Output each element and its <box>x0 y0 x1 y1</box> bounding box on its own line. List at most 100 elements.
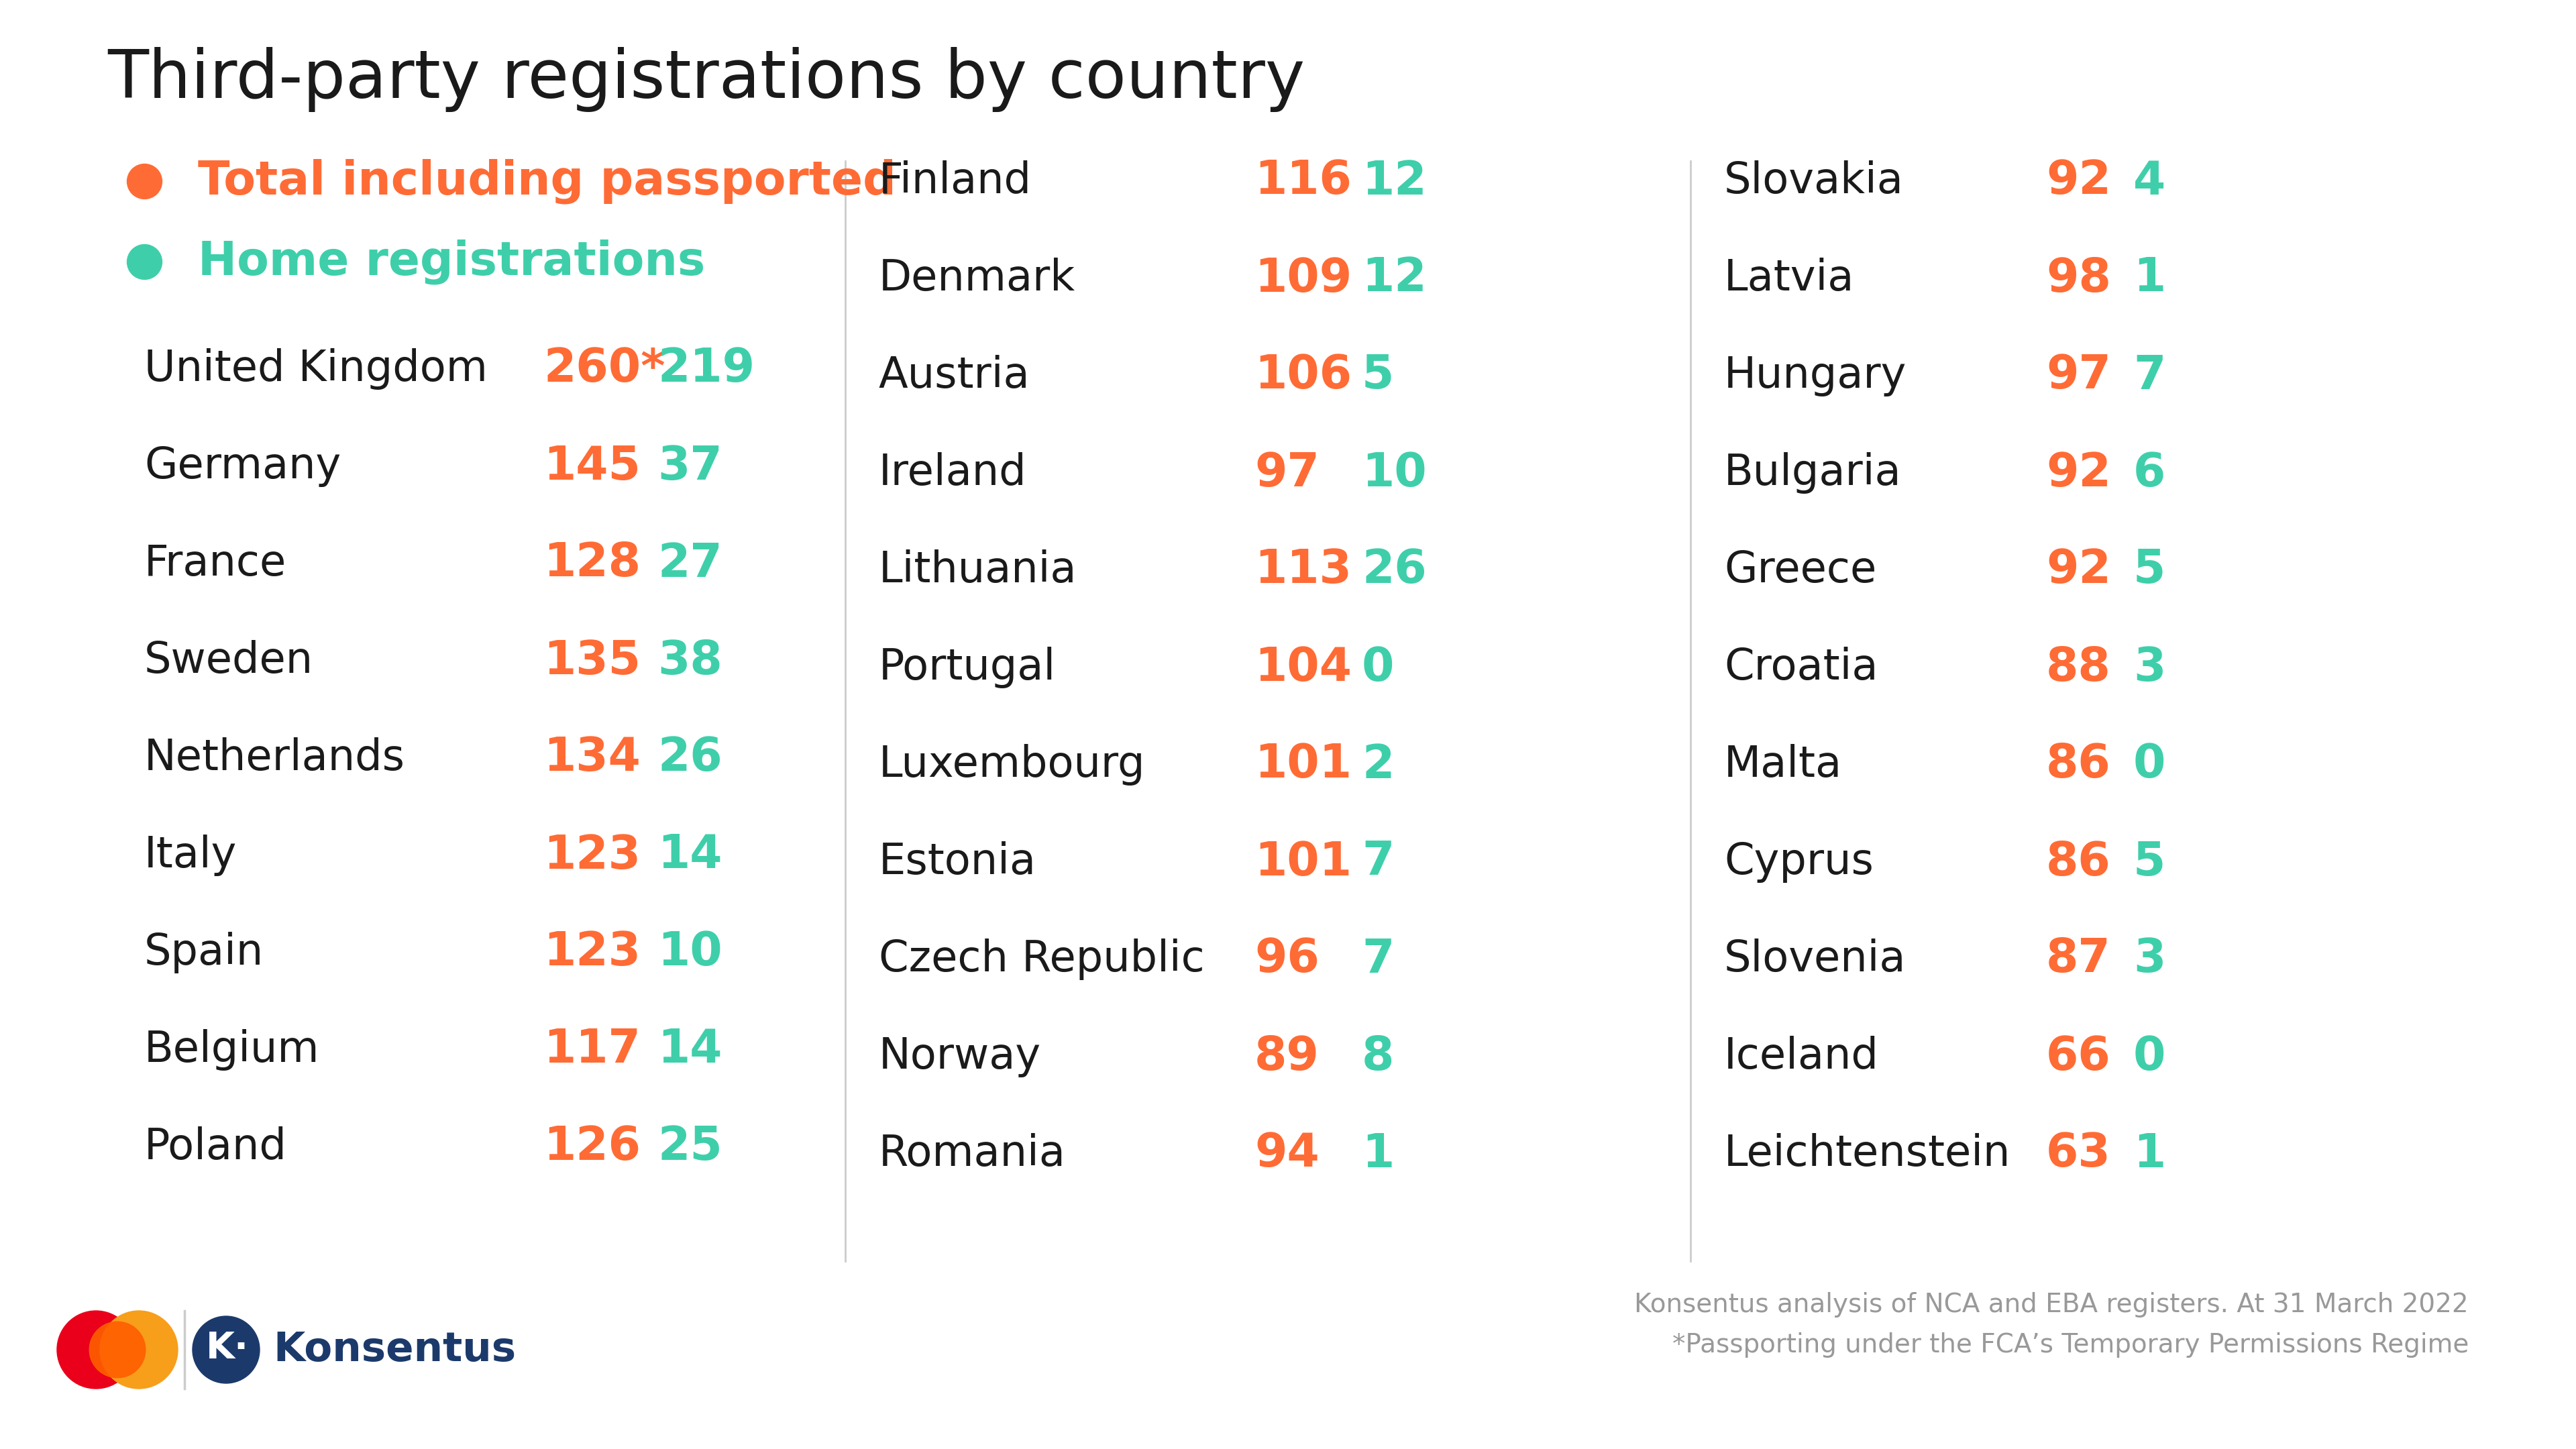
Text: Estonia: Estonia <box>878 842 1036 882</box>
Text: 116: 116 <box>1255 158 1352 204</box>
Text: Czech Republic: Czech Republic <box>878 939 1206 980</box>
Text: 5: 5 <box>2133 839 2166 884</box>
Text: 10: 10 <box>1363 451 1427 496</box>
Text: 63: 63 <box>2045 1132 2110 1177</box>
Text: 37: 37 <box>657 443 721 488</box>
Text: 134: 134 <box>544 736 641 781</box>
Text: Italy: Italy <box>144 835 237 877</box>
Text: 123: 123 <box>544 930 641 975</box>
Text: Belgium: Belgium <box>144 1029 319 1071</box>
Text: Spain: Spain <box>144 932 263 974</box>
Circle shape <box>193 1316 260 1384</box>
Text: 26: 26 <box>657 736 721 781</box>
Text: 27: 27 <box>657 540 721 585</box>
Text: Netherlands: Netherlands <box>144 738 404 780</box>
Text: 97: 97 <box>2045 354 2110 398</box>
Text: 106: 106 <box>1255 354 1352 398</box>
Text: 219: 219 <box>657 346 755 391</box>
Text: 66: 66 <box>2045 1035 2110 1080</box>
Text: 1: 1 <box>1363 1132 1394 1177</box>
Text: Norway: Norway <box>878 1036 1041 1078</box>
Text: Home registrations: Home registrations <box>198 239 706 284</box>
Text: Latvia: Latvia <box>1723 258 1855 298</box>
Text: Greece: Greece <box>1723 549 1875 591</box>
Text: 8: 8 <box>1363 1035 1394 1080</box>
Circle shape <box>100 1311 178 1388</box>
Text: 88: 88 <box>2045 645 2110 690</box>
Point <box>124 170 165 193</box>
Text: Iceland: Iceland <box>1723 1036 1878 1078</box>
Text: 1: 1 <box>2133 256 2166 301</box>
Text: 6: 6 <box>2133 451 2166 496</box>
Text: Austria: Austria <box>878 355 1030 397</box>
Text: 25: 25 <box>657 1124 721 1169</box>
Text: K·: K· <box>206 1330 250 1366</box>
Text: 94: 94 <box>1255 1132 1319 1177</box>
Text: 7: 7 <box>2133 354 2166 398</box>
Text: 3: 3 <box>2133 645 2166 690</box>
Text: 5: 5 <box>1363 354 1394 398</box>
Text: 5: 5 <box>2133 548 2166 593</box>
Text: 96: 96 <box>1255 938 1319 982</box>
Text: 126: 126 <box>544 1124 641 1169</box>
Text: Slovakia: Slovakia <box>1723 161 1904 201</box>
Text: Lithuania: Lithuania <box>878 549 1077 591</box>
Text: 128: 128 <box>544 540 641 585</box>
Text: 14: 14 <box>657 1027 721 1072</box>
Text: 135: 135 <box>544 639 641 684</box>
Text: Total including passported: Total including passported <box>198 158 896 204</box>
Text: Germany: Germany <box>144 445 340 487</box>
Text: United Kingdom: United Kingdom <box>144 348 487 390</box>
Text: 2: 2 <box>1363 742 1394 787</box>
Text: 87: 87 <box>2045 938 2110 982</box>
Text: Portugal: Portugal <box>878 646 1056 688</box>
Text: Third-party registrations by country: Third-party registrations by country <box>108 46 1306 112</box>
Text: Denmark: Denmark <box>878 258 1074 298</box>
Text: Konsentus analysis of NCA and EBA registers. At 31 March 2022: Konsentus analysis of NCA and EBA regist… <box>1633 1293 2468 1317</box>
Text: 7: 7 <box>1363 839 1394 884</box>
Text: 4: 4 <box>2133 158 2166 204</box>
Text: 38: 38 <box>657 639 721 684</box>
Text: 123: 123 <box>544 833 641 878</box>
Text: 92: 92 <box>2045 451 2110 496</box>
Text: 86: 86 <box>2045 839 2110 884</box>
Text: Romania: Romania <box>878 1133 1066 1175</box>
Circle shape <box>90 1321 144 1378</box>
Text: 1: 1 <box>2133 1132 2166 1177</box>
Text: Malta: Malta <box>1723 743 1842 785</box>
Text: 92: 92 <box>2045 548 2110 593</box>
Text: 117: 117 <box>544 1027 641 1072</box>
Text: 97: 97 <box>1255 451 1319 496</box>
Text: Slovenia: Slovenia <box>1723 939 1906 980</box>
Text: 7: 7 <box>1363 938 1394 982</box>
Point <box>124 251 165 274</box>
Text: *Passporting under the FCA’s Temporary Permissions Regime: *Passporting under the FCA’s Temporary P… <box>1672 1332 2468 1358</box>
Text: Croatia: Croatia <box>1723 646 1878 688</box>
Text: 0: 0 <box>2133 742 2166 787</box>
Text: 12: 12 <box>1363 256 1427 301</box>
Text: Leichtenstein: Leichtenstein <box>1723 1133 2012 1175</box>
Text: Bulgaria: Bulgaria <box>1723 452 1901 494</box>
Text: 109: 109 <box>1255 256 1352 301</box>
Text: Konsentus: Konsentus <box>273 1330 515 1369</box>
Text: 101: 101 <box>1255 839 1352 884</box>
Text: 89: 89 <box>1255 1035 1319 1080</box>
Text: 10: 10 <box>657 930 721 975</box>
Text: France: France <box>144 543 286 584</box>
Text: 3: 3 <box>2133 938 2166 982</box>
Text: 86: 86 <box>2045 742 2110 787</box>
Text: 104: 104 <box>1255 645 1352 690</box>
Text: Luxembourg: Luxembourg <box>878 743 1146 785</box>
Text: Finland: Finland <box>878 161 1033 201</box>
Text: 260*: 260* <box>544 346 665 391</box>
Text: 26: 26 <box>1363 548 1427 593</box>
Text: 12: 12 <box>1363 158 1427 204</box>
Text: Ireland: Ireland <box>878 452 1028 494</box>
Text: 14: 14 <box>657 833 721 878</box>
Circle shape <box>57 1311 134 1388</box>
Text: Sweden: Sweden <box>144 640 314 681</box>
Text: 92: 92 <box>2045 158 2110 204</box>
Text: 98: 98 <box>2045 256 2110 301</box>
Text: Cyprus: Cyprus <box>1723 842 1873 882</box>
Text: Hungary: Hungary <box>1723 355 1906 397</box>
